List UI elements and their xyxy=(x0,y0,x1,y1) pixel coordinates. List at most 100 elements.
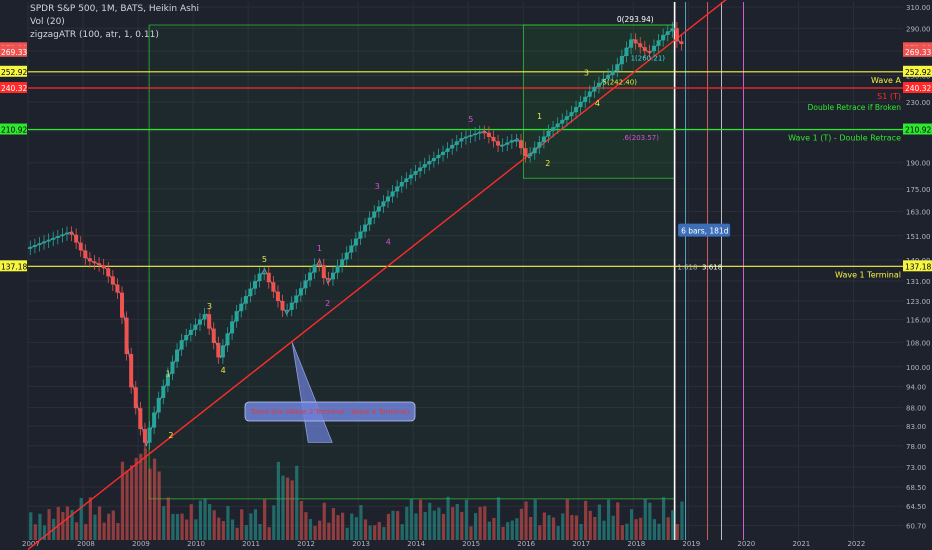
candle xyxy=(344,252,349,260)
volume-bar xyxy=(134,457,138,540)
y-tick-label: 310.00 xyxy=(906,4,931,12)
candle xyxy=(528,153,533,157)
volume-bar xyxy=(634,519,638,540)
y-tick-label: 88.00 xyxy=(906,404,926,412)
x-tick-label: 2019 xyxy=(682,540,700,548)
volume-bar xyxy=(304,512,308,540)
candle xyxy=(560,119,565,124)
volume-bar xyxy=(130,465,134,540)
candle xyxy=(518,140,523,149)
volume-bar xyxy=(221,521,225,540)
volume-bar xyxy=(602,520,606,540)
x-tick-label: 2018 xyxy=(627,540,645,548)
volume-bar xyxy=(405,506,409,540)
volume-bar xyxy=(189,504,193,540)
candle xyxy=(463,136,468,139)
volume-bar xyxy=(263,499,267,540)
volume-bar xyxy=(680,501,684,540)
volume-bar xyxy=(570,515,574,540)
candle xyxy=(422,164,427,168)
price-tag-left xyxy=(0,65,27,77)
volume-indicator-label: Vol (20) xyxy=(30,17,65,27)
candle xyxy=(184,335,189,341)
price-tag-label: 252.92 xyxy=(905,68,931,77)
candle xyxy=(106,268,111,277)
volume-bar xyxy=(111,510,115,540)
volume-bar xyxy=(340,512,345,540)
candle xyxy=(610,70,615,75)
y-tick-label: 163.00 xyxy=(906,208,931,216)
volume-bar xyxy=(423,512,427,540)
candle xyxy=(546,130,551,137)
volume-bar xyxy=(556,526,560,540)
volume-bar xyxy=(285,477,290,540)
candle xyxy=(436,154,441,159)
volume-bar xyxy=(308,519,313,540)
chart-title: SPDR S&P 500, 1M, BATS, Heikin Ashi xyxy=(30,4,200,14)
volume-bar xyxy=(61,512,65,540)
candle xyxy=(376,206,381,212)
volume-bar xyxy=(483,506,487,540)
volume-bar xyxy=(584,500,588,540)
candle xyxy=(606,74,611,79)
candle xyxy=(147,427,152,443)
volume-bar xyxy=(203,498,207,540)
volume-bar xyxy=(327,522,331,540)
candle xyxy=(78,242,83,251)
volume-bar xyxy=(185,519,189,540)
candle xyxy=(468,135,473,137)
candle xyxy=(665,31,670,35)
candle xyxy=(32,245,37,247)
candle xyxy=(330,272,335,280)
candle xyxy=(349,245,354,253)
volume-bar xyxy=(561,513,565,540)
candle xyxy=(317,264,322,267)
volume-bar xyxy=(235,527,239,540)
volume-bar xyxy=(455,503,459,540)
volume-bar xyxy=(625,523,629,540)
volume-bar xyxy=(322,502,326,540)
candle xyxy=(152,412,157,428)
candle xyxy=(408,174,413,179)
volume-bar xyxy=(368,525,372,540)
price-tag-label: 269.33 xyxy=(905,48,931,57)
volume-bar xyxy=(451,507,455,540)
level-label: S1 (T) xyxy=(877,92,901,101)
y-tick-label: 290.00 xyxy=(906,25,931,33)
volume-bar xyxy=(295,465,299,540)
wave-label: 1 xyxy=(166,369,171,378)
candle xyxy=(129,354,134,388)
candle xyxy=(170,361,175,374)
candle xyxy=(321,265,326,279)
wave-label: 5 xyxy=(262,255,267,264)
candle xyxy=(55,236,60,238)
candle xyxy=(211,328,216,344)
y-tick-label: 230.00 xyxy=(906,99,931,107)
fib-label: 1.618 xyxy=(677,263,697,271)
candle xyxy=(505,142,510,145)
volume-bar xyxy=(579,523,583,540)
volume-bar xyxy=(510,520,514,540)
candle xyxy=(509,140,514,143)
wave-label: 1 xyxy=(537,112,542,121)
candle xyxy=(275,291,280,302)
candle xyxy=(670,28,675,32)
candle xyxy=(312,264,317,273)
volume-bar xyxy=(629,509,634,540)
volume-bar xyxy=(244,525,248,540)
candle xyxy=(97,263,102,266)
price-tag-left xyxy=(0,260,27,272)
volume-bar xyxy=(519,508,524,540)
volume-bar xyxy=(359,505,363,540)
candle xyxy=(500,144,505,147)
candle xyxy=(115,284,120,293)
candle xyxy=(601,78,606,83)
volume-bar xyxy=(597,504,602,540)
volume-bar xyxy=(524,501,528,540)
candle xyxy=(629,39,634,48)
candle xyxy=(326,278,331,280)
trend-line xyxy=(27,0,727,550)
candle xyxy=(445,148,450,152)
volume-bar xyxy=(318,520,322,540)
